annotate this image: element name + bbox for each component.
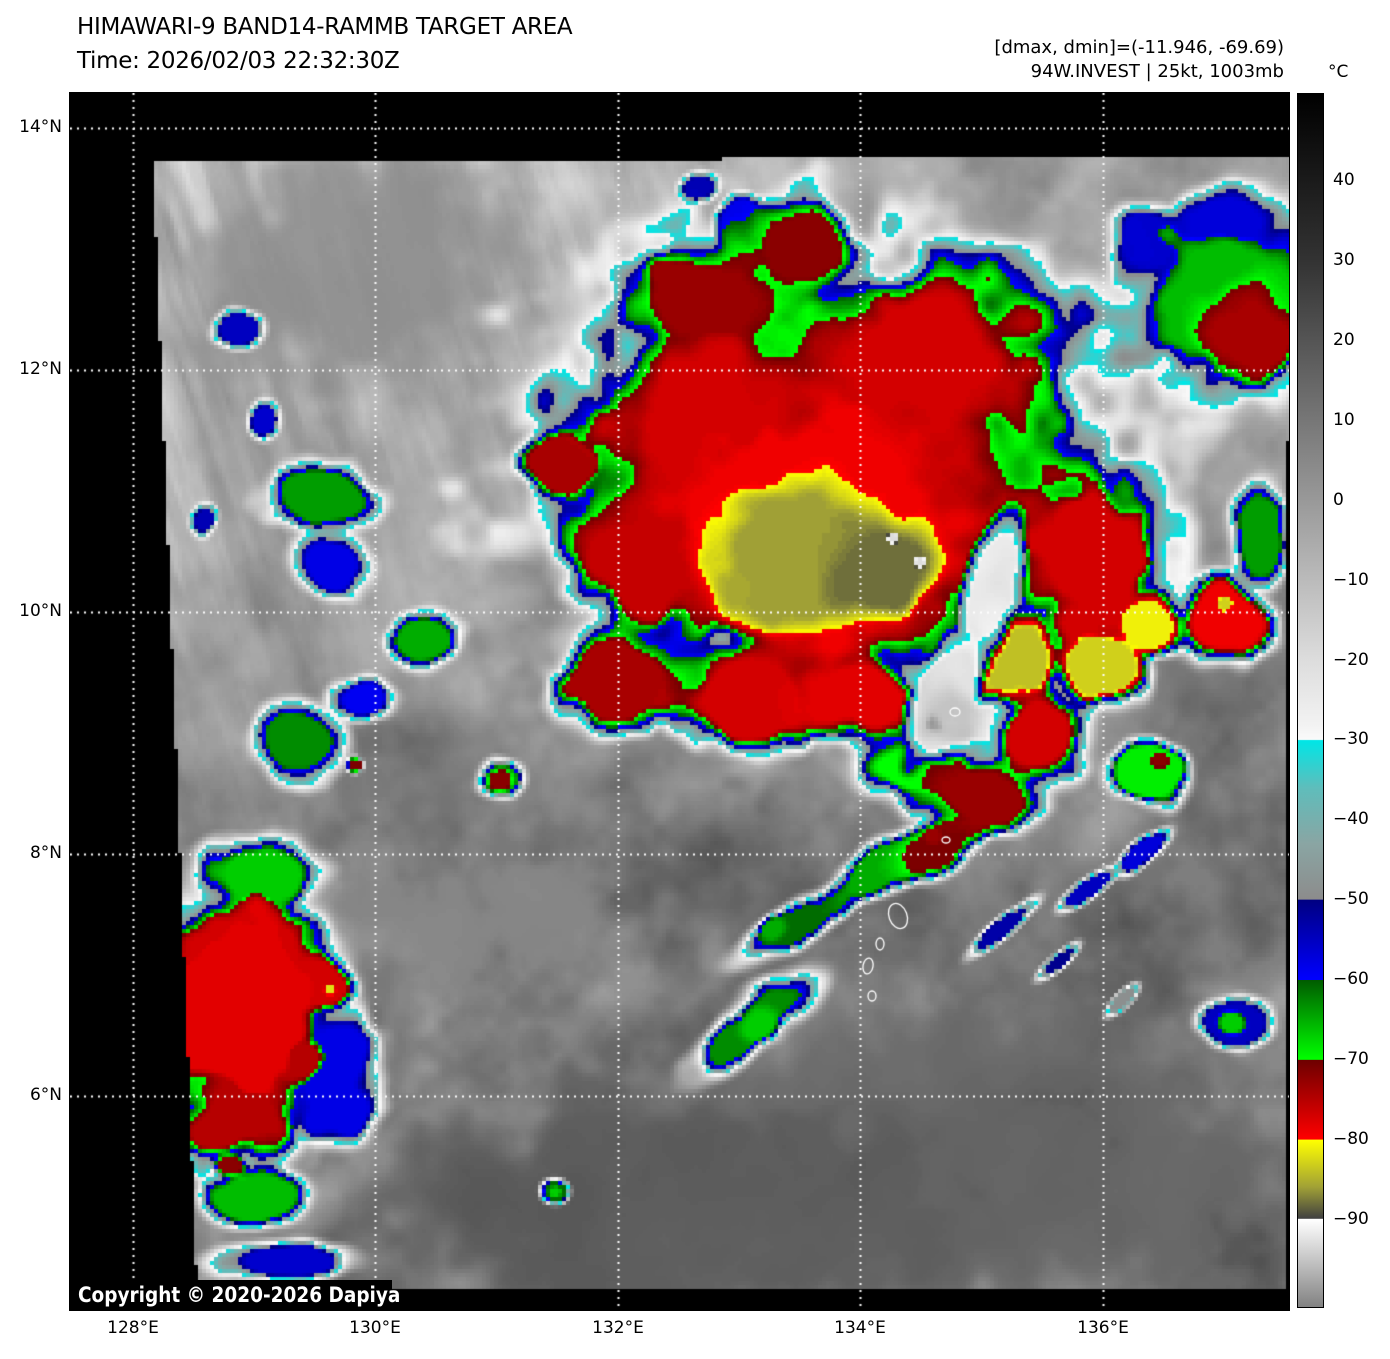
copyright-badge: Copyright © 2020-2026 Dapiya xyxy=(70,1280,400,1310)
colorbar-tick-label: −90 xyxy=(1333,1209,1369,1230)
colorbar-tick-label: −20 xyxy=(1333,649,1369,670)
colorbar-tick-label: 30 xyxy=(1333,249,1355,270)
page-title: HIMAWARI-9 BAND14-RAMMB TARGET AREA xyxy=(77,14,573,40)
dmax-dmin-label: [dmax, dmin]=(-11.946, -69.69) xyxy=(994,37,1284,58)
colorbar-tick-label: 40 xyxy=(1333,169,1355,190)
lat-tick-label: 12°N xyxy=(19,359,62,379)
colorbar-tick-label: 10 xyxy=(1333,409,1355,430)
colorbar-tick-label: −30 xyxy=(1333,729,1369,750)
colorbar-tick-label: −50 xyxy=(1333,889,1369,910)
colorbar-gradient xyxy=(1297,93,1324,1308)
timestamp-label: Time: 2026/02/03 22:32:30Z xyxy=(77,48,400,74)
lon-tick-label: 136°E xyxy=(1077,1318,1129,1338)
lon-tick-label: 130°E xyxy=(349,1318,401,1338)
header-info: [dmax, dmin]=(-11.946, -69.69) 94W.INVES… xyxy=(994,36,1284,84)
colorbar-tick-label: −70 xyxy=(1333,1049,1369,1070)
lat-tick-label: 6°N xyxy=(29,1085,62,1105)
lon-tick-label: 134°E xyxy=(834,1318,886,1338)
colorbar-tick-label: 0 xyxy=(1333,489,1344,510)
lat-tick-label: 14°N xyxy=(19,117,62,137)
colorbar-tick-label: −80 xyxy=(1333,1129,1369,1150)
colorbar-tick-label: −60 xyxy=(1333,969,1369,990)
lon-tick-label: 132°E xyxy=(592,1318,644,1338)
lat-tick-label: 8°N xyxy=(29,843,62,863)
satellite-image-canvas xyxy=(70,93,1289,1310)
lat-tick-label: 10°N xyxy=(19,601,62,621)
colorbar-tick-label: −40 xyxy=(1333,809,1369,830)
colorbar-tick-label: −10 xyxy=(1333,569,1369,590)
colorbar-unit-label: °C xyxy=(1328,62,1349,82)
map-plot-area xyxy=(70,93,1289,1310)
lon-tick-label: 128°E xyxy=(107,1318,159,1338)
colorbar-tick-label: 20 xyxy=(1333,329,1355,350)
system-intensity-label: 94W.INVEST | 25kt, 1003mb xyxy=(1030,61,1284,82)
